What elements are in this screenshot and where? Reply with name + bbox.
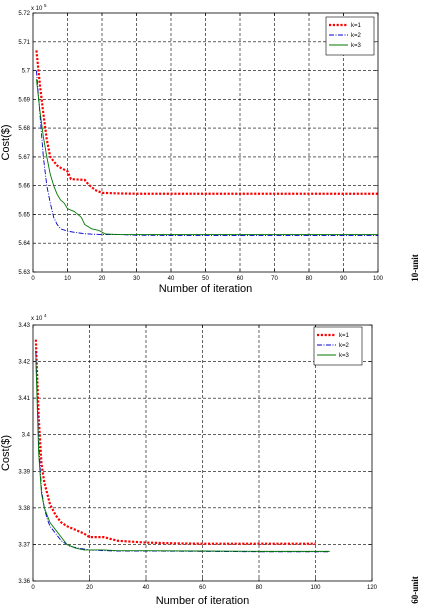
- y-tick-label: 5.68: [18, 126, 30, 132]
- y-tick-label: 3.36: [18, 579, 30, 585]
- y-tick-label: 5.66: [18, 184, 30, 190]
- x-axis-ticks: 0 10 20 30 40 50 60 70 80 90 100: [31, 13, 384, 282]
- x-axis-label: Number of iteration: [156, 595, 250, 607]
- series-line-k3: [36, 79, 378, 236]
- series-group: [34, 339, 330, 553]
- series-line-k1: [35, 50, 378, 195]
- x-tick-label: 0: [31, 276, 35, 282]
- y-tick-label: 5.71: [18, 40, 30, 46]
- y-tick-label: 3.4: [22, 433, 31, 439]
- x-tick-label: 20: [86, 585, 93, 591]
- x-tick-label: 10: [64, 276, 71, 282]
- y-tick-label: 5.67: [18, 155, 30, 161]
- y-tick-label: 5.64: [18, 241, 30, 247]
- y-axis-label: Cost($): [0, 124, 12, 160]
- x-tick-label: 90: [340, 276, 347, 282]
- y-axis-ticks: 3.36 3.37 3.38 3.39 3.4 3.41 3.42 3.43: [18, 323, 372, 585]
- x-tick-label: 40: [168, 276, 175, 282]
- x-axis-label: Number of iteration: [159, 283, 253, 295]
- legend-label-k3: k=3: [351, 43, 362, 49]
- x-tick-label: 40: [143, 585, 150, 591]
- legend: k=1 k=2 k=3: [325, 16, 375, 56]
- legend-label-k2: k=2: [339, 343, 350, 349]
- y-tick-label: 3.41: [18, 396, 30, 402]
- legend-box: [313, 326, 363, 366]
- x-tick-label: 100: [310, 585, 321, 591]
- legend-label-k1: k=1: [351, 23, 362, 29]
- x-tick-label: 0: [31, 585, 35, 591]
- series-line-k2: [36, 70, 378, 236]
- x-tick-label: 50: [202, 276, 209, 282]
- y-tick-label: 3.37: [18, 542, 30, 548]
- x-tick-label: 100: [373, 276, 384, 282]
- y-tick-label: 5.63: [18, 270, 30, 276]
- y-tick-label: 5.65: [18, 212, 30, 218]
- y-axis-multiplier: x 10 4: [31, 313, 47, 322]
- y-tick-label: 5.69: [18, 97, 30, 103]
- y-tick-label: 5.72: [18, 11, 30, 17]
- x-tick-label: 80: [256, 585, 263, 591]
- grid-lines: [33, 13, 378, 272]
- y-tick-label: 3.42: [18, 360, 30, 366]
- legend: k=1 k=2 k=3: [313, 326, 363, 366]
- x-tick-label: 70: [271, 276, 278, 282]
- x-tick-label: 60: [199, 585, 206, 591]
- chart-panel-60-unit: 0 20 40 60 80 100 120 3.36 3.37 3.38 3.39 3.4 3.41 3.…: [0, 306, 427, 613]
- y-tick-label: 3.39: [18, 469, 30, 475]
- legend-label-k1: k=1: [339, 333, 350, 339]
- y-axis-label: Cost($): [0, 435, 12, 471]
- legend-label-k2: k=2: [351, 33, 362, 39]
- x-axis-ticks: 0 20 40 60 80 100 120: [31, 325, 378, 591]
- y-tick-label: 5.7: [22, 69, 31, 75]
- legend-label-k3: k=3: [339, 353, 350, 359]
- cost-convergence-chart-60-unit: 0 20 40 60 80 100 1203.363.373.383.393.43.413.…: [0, 313, 420, 607]
- cost-convergence-chart-10-unit: 0 10 20 30 40 50 60 70 80 90 1005.635.645.655.665.…: [0, 3, 420, 295]
- system-size-label: 60-unit: [410, 576, 420, 604]
- y-tick-label: 3.38: [18, 506, 30, 512]
- series-line-k1: [34, 339, 316, 545]
- y-axis-multiplier: x 10 5: [31, 3, 47, 12]
- chart-panel-10-unit: 0 10 20 30 40 50 60 70 80 90 100 5.63 5.64 5.65 5.66 5.…: [0, 0, 427, 300]
- y-tick-label: 3.43: [18, 323, 30, 329]
- y-axis-ticks: 5.63 5.64 5.65 5.66 5.67 5.68 5.69 5.7 5.71 5.72: [18, 11, 378, 276]
- x-tick-label: 80: [306, 276, 313, 282]
- series-line-k3: [35, 357, 330, 552]
- x-tick-label: 30: [133, 276, 140, 282]
- x-tick-label: 120: [367, 585, 378, 591]
- x-tick-label: 20: [99, 276, 106, 282]
- system-size-label: 10-unit: [410, 254, 420, 282]
- x-tick-label: 60: [237, 276, 244, 282]
- series-group: [35, 50, 378, 236]
- legend-box: [325, 16, 375, 56]
